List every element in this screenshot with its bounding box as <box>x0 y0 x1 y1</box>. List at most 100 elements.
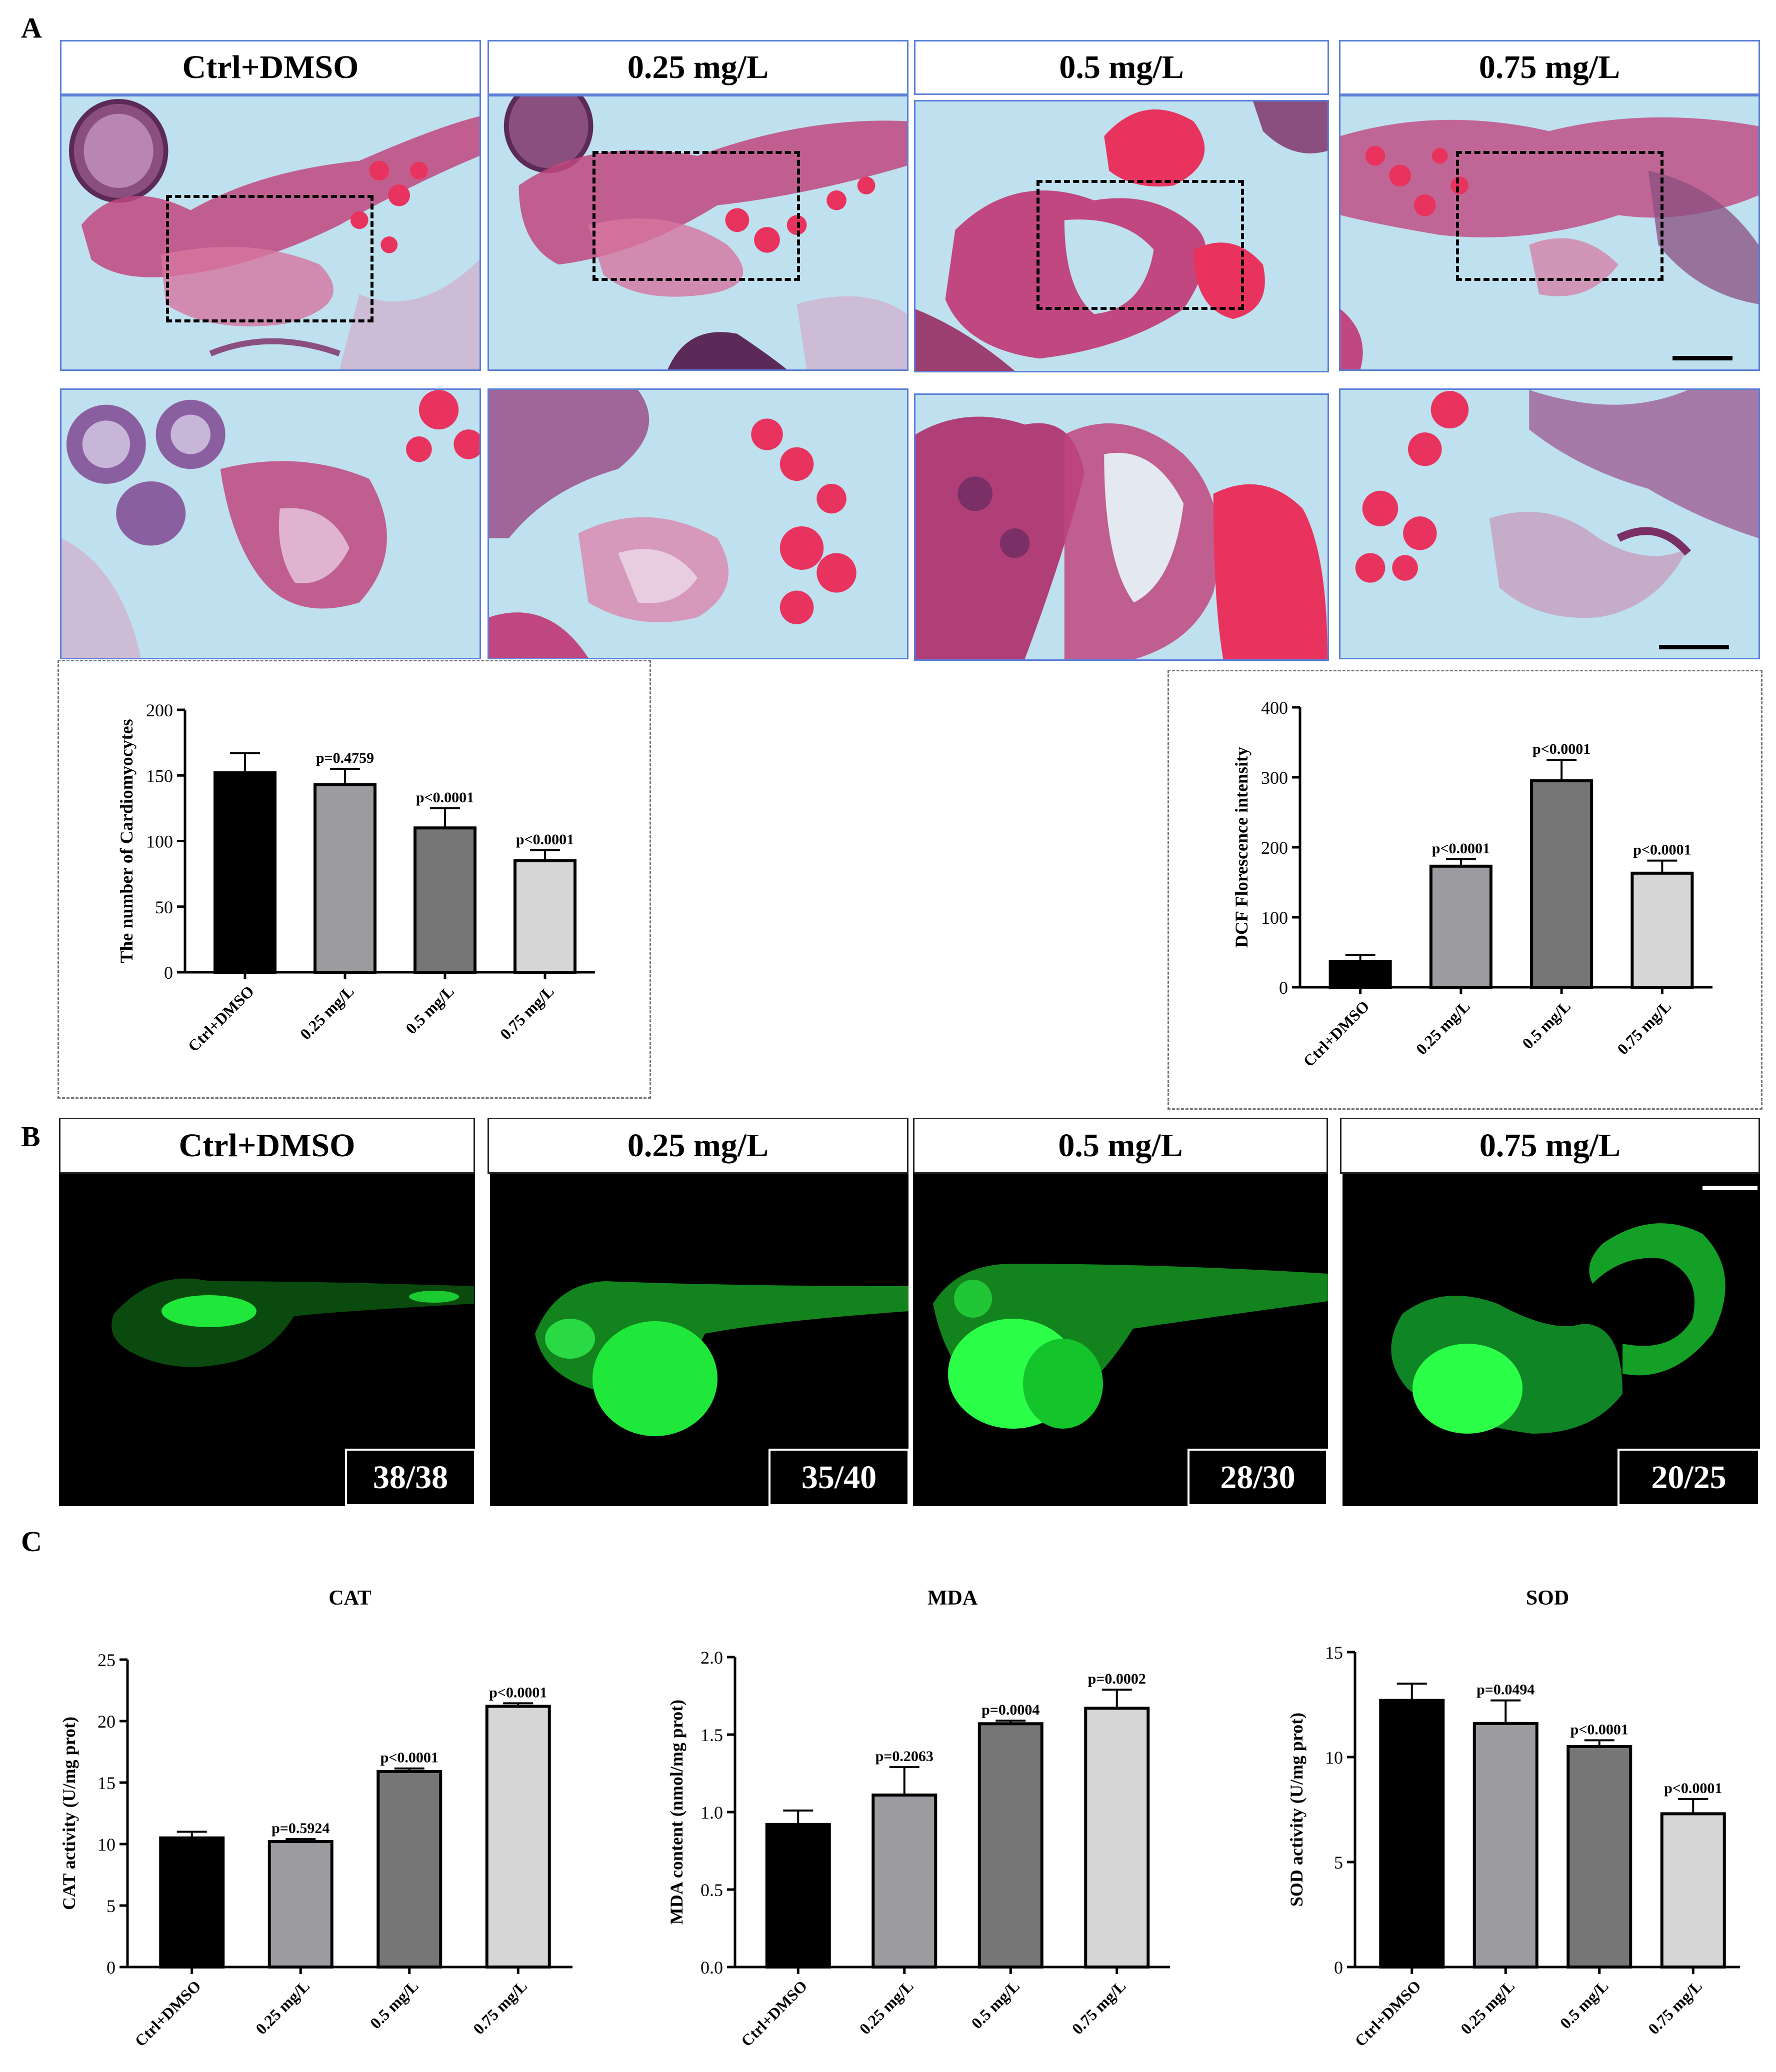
y-tick-label: 5 <box>106 1896 116 1916</box>
chart-title: SOD <box>1526 1587 1569 1610</box>
x-tick-label: Ctrl+DMSO <box>1300 997 1372 1070</box>
p-value-label: p<0.0001 <box>1633 842 1691 858</box>
x-tick-label: 0.25 mg/L <box>296 982 358 1043</box>
p-value-label: p<0.0001 <box>1532 741 1590 757</box>
x-tick-label: 0.5 mg/L <box>402 982 458 1037</box>
chart-title: CAT <box>328 1587 372 1610</box>
y-tick-label: 1.5 <box>700 1725 723 1745</box>
scale-bar <box>1672 356 1732 360</box>
x-tick-label: 0.75 mg/L <box>1644 1977 1706 2038</box>
he-overview-05 <box>914 100 1329 372</box>
y-axis-label: SOD activity (U/mg prot) <box>1286 1713 1306 1907</box>
scale-bar-fluor <box>1702 1186 1758 1190</box>
p-value-label: p<0.0001 <box>380 1750 438 1766</box>
roi-box-ctrl <box>166 195 374 322</box>
x-tick-label: 0.5 mg/L <box>968 1977 1023 2032</box>
y-tick-label: 1.0 <box>700 1803 723 1823</box>
y-axis-label: The number of Cardiomyocytes <box>116 719 136 963</box>
chart-frame-cardio <box>58 660 651 1099</box>
bar <box>1328 960 1392 989</box>
panel-b-header-ctrl: Ctrl+DMSO <box>59 1118 475 1174</box>
y-tick-label: 0 <box>164 963 173 983</box>
y-tick-label: 150 <box>146 766 173 786</box>
y-tick-label: 15 <box>98 1773 116 1793</box>
roi-box-025 <box>592 151 800 281</box>
x-tick-label: 0.75 mg/L <box>1068 1977 1129 2038</box>
x-tick-label: 0.5 mg/L <box>366 1977 422 2032</box>
he-zoom-075 <box>1339 388 1760 659</box>
p-value-label: p=0.4759 <box>316 750 374 766</box>
x-tick-label: 0.5 mg/L <box>1556 1977 1612 2032</box>
panel-b-label: B <box>21 1120 40 1153</box>
panel-b-header-075: 0.75 mg/L <box>1340 1118 1760 1174</box>
y-tick-label: 400 <box>1261 698 1288 718</box>
y-tick-label: 20 <box>98 1712 116 1732</box>
panel-b-header-025: 0.25 mg/L <box>488 1118 908 1174</box>
chart-frame-dcf <box>1168 670 1762 1110</box>
x-tick-label: 0.5 mg/L <box>1518 997 1574 1052</box>
y-tick-label: 300 <box>1261 768 1288 788</box>
y-axis-label: CAT activity (U/mg prot) <box>59 1717 79 1910</box>
p-value-label: p<0.0001 <box>516 831 574 848</box>
x-tick-label: Ctrl+DMSO <box>738 1977 810 2050</box>
x-tick-label: 0.75 mg/L <box>470 1977 530 2038</box>
p-value-label: p=0.0494 <box>1476 1682 1534 1698</box>
x-tick-label: Ctrl+DMSO <box>131 1977 204 2050</box>
he-zoom-05 <box>914 393 1329 661</box>
roi-box-075 <box>1456 151 1664 281</box>
sod-chart: SOD 0 5 10 15 SOD activity (U/mg prot) Ctrl+DM… <box>1286 1587 1740 2050</box>
panel-a-header-ctrl: Ctrl+DMSO <box>60 40 481 95</box>
bar <box>414 826 476 974</box>
x-tick-label: 0.25 mg/L <box>1412 997 1474 1058</box>
y-tick-label: 100 <box>146 832 173 852</box>
y-axis-label: MDA content (nmol/mg prot) <box>666 1700 686 1925</box>
p-value-label: p<0.0001 <box>1432 840 1490 857</box>
dcf-chart: 0 100 200 300 400 DCF Florescence intensity Ct… <box>1232 698 1712 1070</box>
y-tick-label: 200 <box>1261 838 1288 858</box>
x-tick-label: Ctrl+DMSO <box>184 982 258 1055</box>
y-tick-label: 15 <box>1325 1643 1343 1663</box>
p-value-label: p<0.0001 <box>1570 1721 1628 1738</box>
p-value-label: p<0.0001 <box>489 1684 547 1701</box>
scale-bar-zoom <box>1659 645 1729 649</box>
y-tick-label: 10 <box>1325 1748 1343 1768</box>
bar <box>1429 864 1492 989</box>
roi-box-05 <box>1036 180 1244 310</box>
x-tick-label: 0.25 mg/L <box>1457 1977 1518 2038</box>
y-tick-label: 2.0 <box>700 1648 723 1668</box>
x-tick-label: 0.75 mg/L <box>1614 997 1674 1058</box>
x-tick-label: Ctrl+DMSO <box>1351 1977 1424 2050</box>
y-tick-label: 0.0 <box>700 1958 723 1978</box>
he-zoom-ctrl <box>60 388 481 659</box>
y-tick-label: 0 <box>1279 978 1288 998</box>
y-tick-label: 50 <box>155 897 173 917</box>
bar <box>514 859 576 974</box>
y-tick-label: 0 <box>106 1958 116 1978</box>
p-value-label: p=0.0004 <box>982 1702 1040 1718</box>
p-value-label: p=0.0002 <box>1088 1671 1146 1687</box>
mda-chart: MDA 0.0 0.5 1.0 1.5 2.0 MDA content (nmol/mg p… <box>666 1587 1170 2050</box>
fluor-image-ctrl <box>59 1174 475 1506</box>
ratio-badge-075: 20/25 <box>1618 1449 1760 1506</box>
bar <box>1530 779 1594 989</box>
y-tick-label: 100 <box>1261 908 1288 928</box>
panel-b-header-05: 0.5 mg/L <box>913 1118 1328 1174</box>
bar <box>314 783 376 974</box>
panel-c-label: C <box>21 1525 42 1558</box>
panel-a-header-05: 0.5 mg/L <box>914 40 1329 95</box>
x-tick-label: 0.25 mg/L <box>252 1977 313 2038</box>
bar <box>159 1836 225 1969</box>
bar <box>1566 1745 1632 1969</box>
p-value-label: p<0.0001 <box>416 789 474 806</box>
ratio-badge-025: 35/40 <box>768 1449 910 1506</box>
he-zoom-025 <box>488 388 908 659</box>
chart-title: MDA <box>928 1587 978 1610</box>
panel-a-label: A <box>21 11 42 44</box>
he-overview-075 <box>1339 95 1760 371</box>
bar <box>765 1823 831 1969</box>
bar <box>214 771 276 974</box>
he-overview-025 <box>488 95 908 371</box>
bar <box>1472 1722 1538 1969</box>
bar <box>1660 1812 1726 1969</box>
p-value-label: p<0.0001 <box>1664 1780 1722 1797</box>
